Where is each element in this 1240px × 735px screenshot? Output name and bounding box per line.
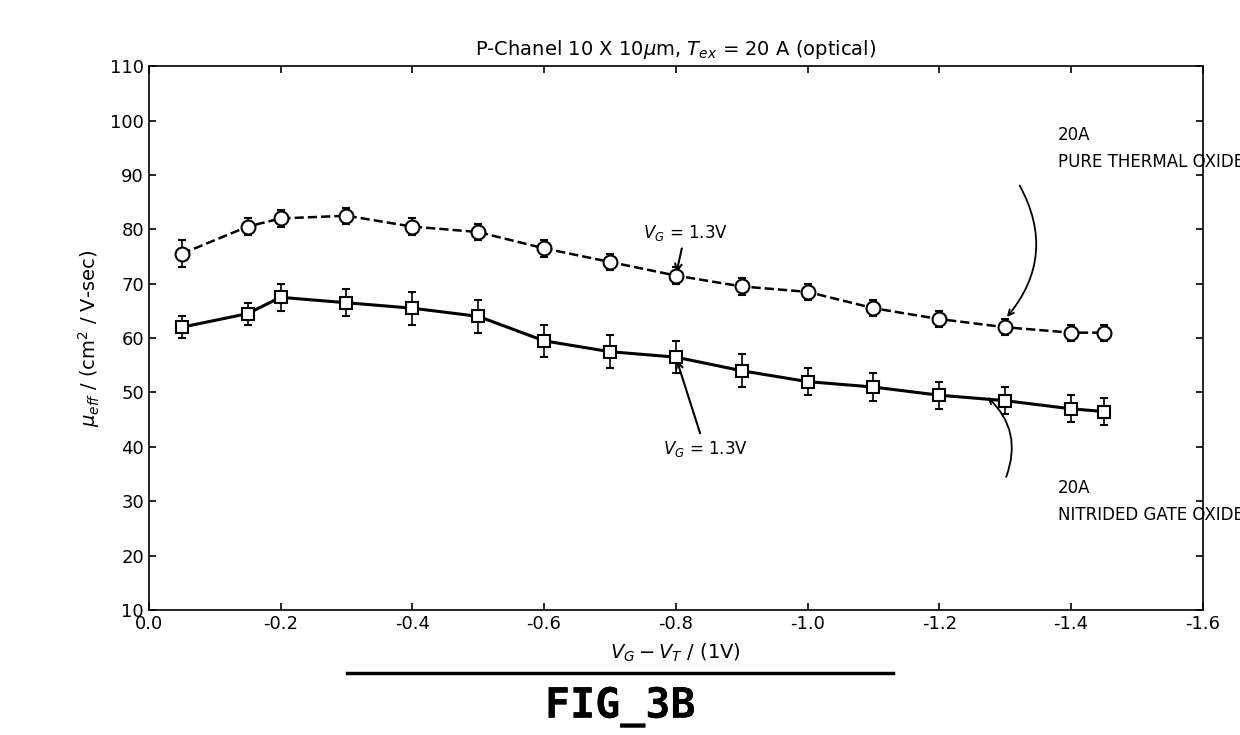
- Y-axis label: $\mu_{eff}$ / (cm$^2$ / V-sec): $\mu_{eff}$ / (cm$^2$ / V-sec): [76, 249, 102, 427]
- Text: 20A: 20A: [1058, 479, 1090, 497]
- Text: $V_G$ = 1.3V: $V_G$ = 1.3V: [642, 223, 728, 270]
- Text: 20A: 20A: [1058, 126, 1090, 143]
- X-axis label: $V_G - V_T$ / (1V): $V_G - V_T$ / (1V): [610, 641, 742, 664]
- Text: NITRIDED GATE OXIDE: NITRIDED GATE OXIDE: [1058, 506, 1240, 524]
- Text: $\blacksquare$FIG_3B$\blacksquare$: $\blacksquare$FIG_3B$\blacksquare$: [615, 700, 625, 704]
- Title: P-Chanel 10 X 10$\mu$m, $T_{ex}$ = 20 A (optical): P-Chanel 10 X 10$\mu$m, $T_{ex}$ = 20 A …: [475, 38, 877, 61]
- Text: PURE THERMAL OXIDE: PURE THERMAL OXIDE: [1058, 153, 1240, 171]
- Text: FIG_3B: FIG_3B: [546, 686, 694, 728]
- Text: $V_G$ = 1.3V: $V_G$ = 1.3V: [662, 362, 748, 459]
